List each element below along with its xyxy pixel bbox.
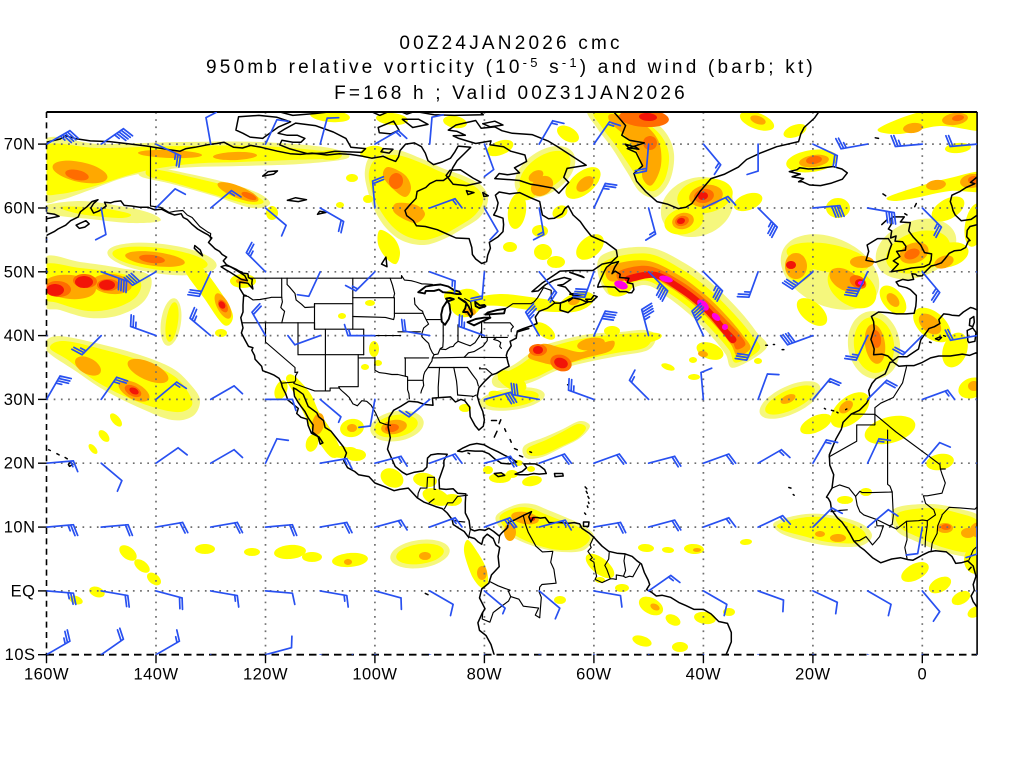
svg-text:30N: 30N	[4, 391, 36, 409]
svg-text:20N: 20N	[4, 455, 36, 473]
svg-text:40N: 40N	[4, 327, 36, 345]
svg-text:EQ: EQ	[11, 582, 36, 600]
svg-text:60W: 60W	[576, 666, 611, 684]
svg-text:F=168 h ; Valid 00Z31JAN2026: F=168 h ; Valid 00Z31JAN2026	[334, 83, 688, 104]
svg-text:140W: 140W	[133, 666, 178, 684]
svg-text:20W: 20W	[795, 666, 830, 684]
svg-text:950mb relative vorticity (10-5: 950mb relative vorticity (10-5 s-1) and …	[206, 55, 816, 78]
svg-text:70N: 70N	[4, 136, 36, 154]
svg-text:50N: 50N	[4, 263, 36, 281]
svg-text:00Z24JAN2026 cmc: 00Z24JAN2026 cmc	[399, 33, 622, 54]
svg-text:60N: 60N	[4, 200, 36, 218]
svg-text:10N: 10N	[4, 519, 36, 537]
svg-text:80W: 80W	[467, 666, 502, 684]
svg-text:40W: 40W	[686, 666, 721, 684]
svg-text:10S: 10S	[5, 646, 36, 664]
svg-text:160W: 160W	[24, 666, 69, 684]
svg-text:100W: 100W	[352, 666, 397, 684]
svg-text:120W: 120W	[243, 666, 288, 684]
svg-text:0: 0	[917, 666, 927, 684]
